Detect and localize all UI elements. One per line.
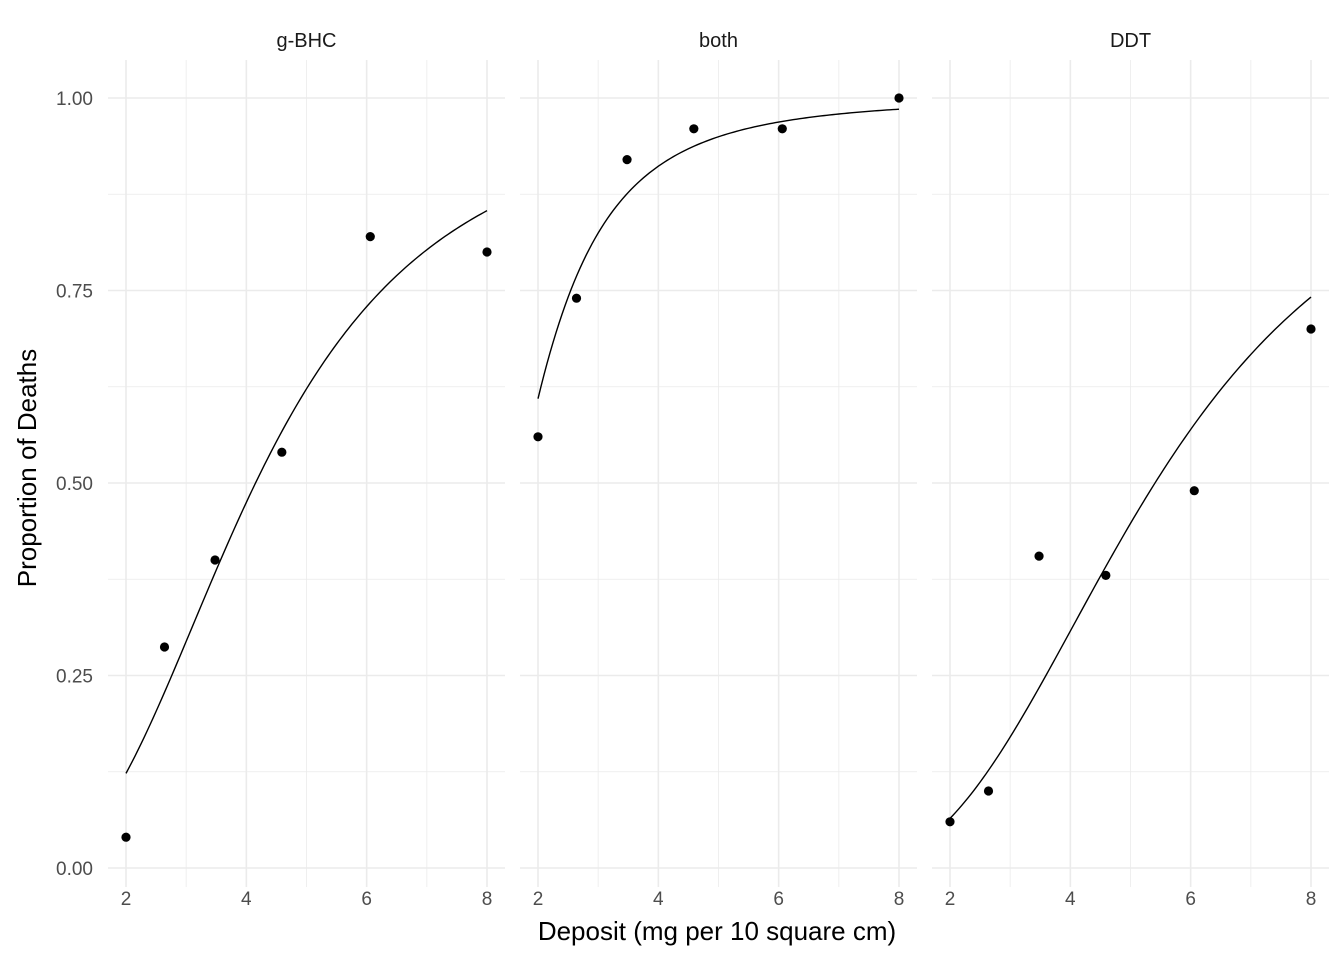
x-tick-label: 2 [945,889,956,910]
panel-both: both 2 4 6 8 [520,30,917,910]
y-tick-label: 0.00 [56,859,93,880]
x-tick-label: 4 [241,889,252,910]
y-tick-label: 1.00 [56,89,93,110]
data-point [689,124,699,134]
facet-strip-label: both [699,30,738,52]
x-axis-title: Deposit (mg per 10 square cm) [538,916,896,946]
data-point [482,247,492,257]
data-point [983,786,994,796]
data-point [945,817,955,827]
data-point [1189,486,1199,496]
data-point [121,832,131,842]
y-tick-label: 0.75 [56,282,93,303]
x-tick-label: 4 [1065,889,1076,910]
facet-strip-label: DDT [1110,30,1151,52]
data-point [1101,570,1111,581]
x-tick-label: 6 [1185,889,1196,910]
panels: g-BHC 2 4 6 8 both 2 4 6 8 DDT 2 4 6 8 0.00 0.25 0.50 0.75… [56,30,1329,910]
fitted-curve [537,108,900,399]
data-point [777,124,787,134]
y-tick-label: 0.50 [56,474,93,495]
fitted-curve [125,210,488,774]
facet-strip-label: g-BHC [276,30,336,52]
x-tick-label: 8 [1306,889,1317,910]
x-tick-label: 2 [121,889,132,910]
x-tick-label: 6 [773,889,784,910]
y-tick-label: 0.25 [56,667,93,688]
data-point [210,555,220,565]
data-point [622,155,632,165]
x-tick-label: 6 [361,889,372,910]
x-tick-label: 8 [894,889,905,910]
data-point [1306,324,1316,334]
data-point [277,447,287,457]
fitted-curve [949,296,1312,819]
x-tick-label: 2 [533,889,544,910]
panel-g-bhc: g-BHC 2 4 6 8 [108,30,505,910]
data-point [159,642,170,652]
data-point [894,93,904,103]
data-point [533,432,543,442]
x-tick-label: 8 [482,889,493,910]
x-tick-label: 4 [653,889,664,910]
data-point [571,293,582,303]
y-axis-title: Proportion of Deaths [12,349,42,587]
data-point [365,232,375,242]
panel-ddt: DDT 2 4 6 8 [932,30,1329,910]
data-point [1034,551,1044,561]
